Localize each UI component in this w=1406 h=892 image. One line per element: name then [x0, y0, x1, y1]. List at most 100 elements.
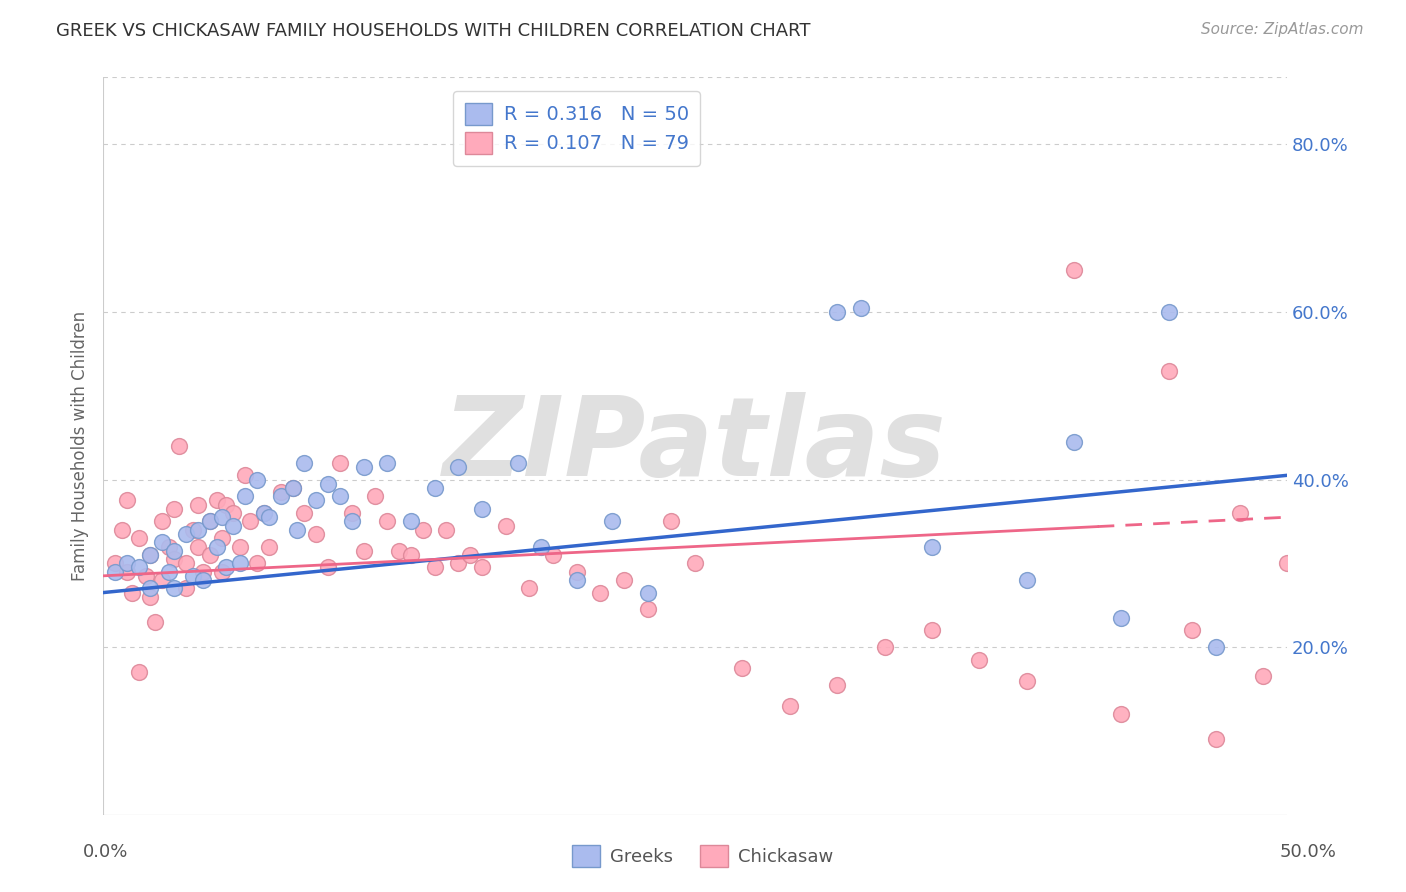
Point: [139, 548, 162, 562]
Text: GREEK VS CHICKASAW FAMILY HOUSEHOLDS WITH CHILDREN CORRELATION CHART: GREEK VS CHICKASAW FAMILY HOUSEHOLDS WIT…: [56, 22, 811, 40]
Legend: R = 0.316   N = 50, R = 0.107   N = 79: R = 0.316 N = 50, R = 0.107 N = 79: [453, 91, 700, 166]
Point: [163, 552, 186, 566]
Point: [305, 527, 328, 541]
Text: ZIPatlas: ZIPatlas: [443, 392, 948, 500]
Point: [150, 573, 173, 587]
Point: [1275, 556, 1298, 570]
Point: [198, 515, 221, 529]
Point: [181, 569, 204, 583]
Point: [565, 573, 588, 587]
Point: [849, 301, 872, 315]
Point: [163, 501, 186, 516]
Point: [353, 459, 375, 474]
Point: [191, 573, 214, 587]
Point: [191, 565, 214, 579]
Point: [198, 515, 221, 529]
Point: [541, 548, 564, 562]
Point: [211, 510, 233, 524]
Point: [285, 523, 308, 537]
Point: [340, 506, 363, 520]
Point: [340, 515, 363, 529]
Text: Source: ZipAtlas.com: Source: ZipAtlas.com: [1201, 22, 1364, 37]
Point: [163, 543, 186, 558]
Point: [253, 506, 276, 520]
Point: [257, 510, 280, 524]
Point: [637, 585, 659, 599]
Point: [174, 556, 197, 570]
Point: [139, 590, 162, 604]
Point: [412, 523, 434, 537]
Point: [253, 506, 276, 520]
Point: [458, 548, 481, 562]
Point: [167, 439, 190, 453]
Point: [731, 661, 754, 675]
Point: [174, 582, 197, 596]
Point: [637, 602, 659, 616]
Point: [115, 493, 138, 508]
Point: [211, 531, 233, 545]
Point: [517, 582, 540, 596]
Y-axis label: Family Households with Children: Family Households with Children: [72, 311, 89, 581]
Point: [270, 489, 292, 503]
Point: [135, 569, 157, 583]
Point: [447, 459, 470, 474]
Point: [1063, 434, 1085, 449]
Point: [1063, 263, 1085, 277]
Point: [239, 515, 262, 529]
Point: [139, 548, 162, 562]
Point: [399, 515, 422, 529]
Point: [294, 506, 316, 520]
Point: [495, 518, 517, 533]
Point: [1205, 640, 1227, 654]
Point: [565, 565, 588, 579]
Point: [921, 624, 943, 638]
Point: [281, 481, 304, 495]
Point: [1205, 732, 1227, 747]
Point: [222, 518, 245, 533]
Point: [1181, 624, 1204, 638]
Point: [215, 498, 238, 512]
Point: [229, 540, 252, 554]
Point: [1229, 506, 1251, 520]
Point: [353, 543, 375, 558]
Point: [1111, 706, 1133, 721]
Point: [471, 560, 494, 574]
Legend: Greeks, Chickasaw: Greeks, Chickasaw: [565, 838, 841, 874]
Point: [1299, 640, 1322, 654]
Point: [825, 305, 848, 319]
Point: [163, 582, 186, 596]
Point: [215, 560, 238, 574]
Point: [294, 456, 316, 470]
Point: [1111, 611, 1133, 625]
Point: [128, 560, 150, 574]
Point: [229, 556, 252, 570]
Point: [198, 548, 221, 562]
Point: [436, 523, 458, 537]
Point: [661, 515, 683, 529]
Point: [423, 481, 446, 495]
Point: [150, 535, 173, 549]
Point: [104, 556, 127, 570]
Point: [181, 523, 204, 537]
Point: [139, 582, 162, 596]
Point: [1253, 669, 1275, 683]
Point: [447, 556, 470, 570]
Point: [246, 556, 269, 570]
Point: [128, 531, 150, 545]
Point: [388, 543, 411, 558]
Point: [205, 493, 228, 508]
Point: [316, 476, 339, 491]
Point: [257, 540, 280, 554]
Point: [143, 615, 166, 629]
Point: [205, 540, 228, 554]
Point: [1157, 363, 1180, 377]
Point: [246, 473, 269, 487]
Point: [399, 548, 422, 562]
Point: [187, 498, 209, 512]
Point: [111, 523, 134, 537]
Point: [174, 527, 197, 541]
Text: 0.0%: 0.0%: [83, 843, 128, 861]
Point: [316, 560, 339, 574]
Point: [375, 515, 398, 529]
Point: [115, 565, 138, 579]
